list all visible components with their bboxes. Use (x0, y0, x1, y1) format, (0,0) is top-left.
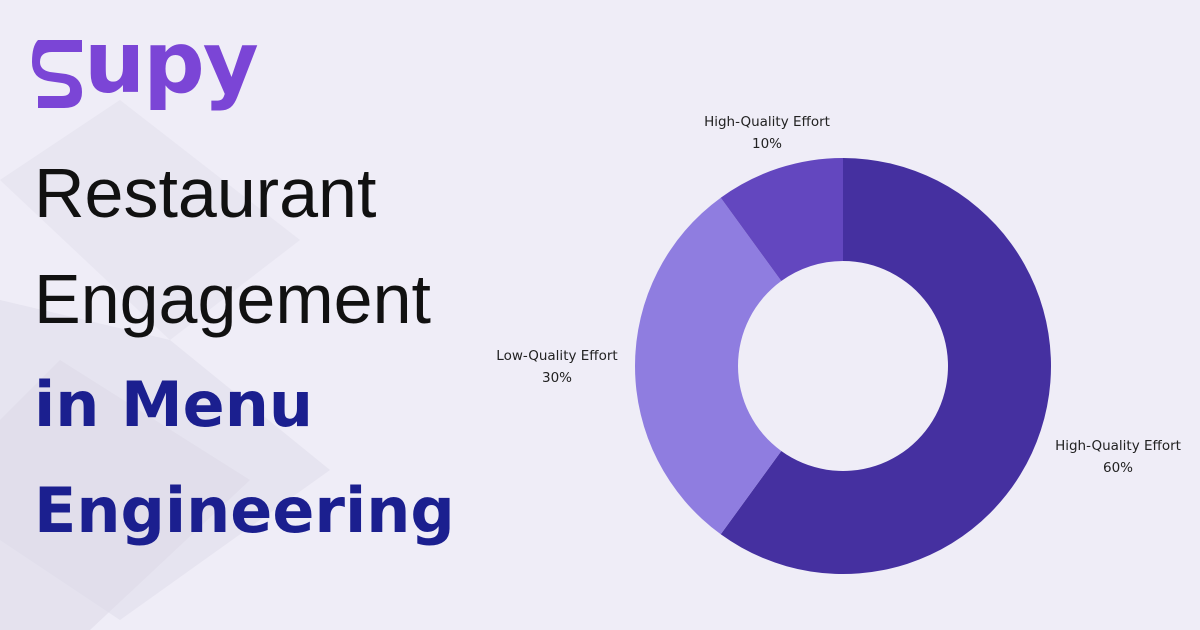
headline-line-1: Restaurant (34, 154, 377, 232)
donut-slice-3 (720, 158, 843, 282)
supy-logo: upy (32, 18, 262, 114)
logo-wordmark: upy (84, 13, 259, 113)
slice-label-1: High-Quality Effort (1055, 438, 1181, 454)
supy-swirl-icon (32, 40, 82, 108)
slice-value-3: 10% (752, 136, 782, 152)
headline: Restaurant Engagement in Menu Engineerin… (34, 140, 574, 564)
slice-label-2: Low-Quality Effort (496, 348, 617, 364)
slice-value-1: 60% (1103, 460, 1133, 476)
slice-label-3: High-Quality Effort (704, 114, 830, 130)
headline-line-2: Engagement (34, 260, 431, 338)
donut-slice-1 (720, 158, 1052, 574)
headline-line-3: in Menu (34, 368, 313, 441)
donut-slice-2 (635, 197, 782, 535)
slice-value-2: 30% (542, 370, 572, 386)
headline-line-4: Engineering (34, 474, 455, 547)
